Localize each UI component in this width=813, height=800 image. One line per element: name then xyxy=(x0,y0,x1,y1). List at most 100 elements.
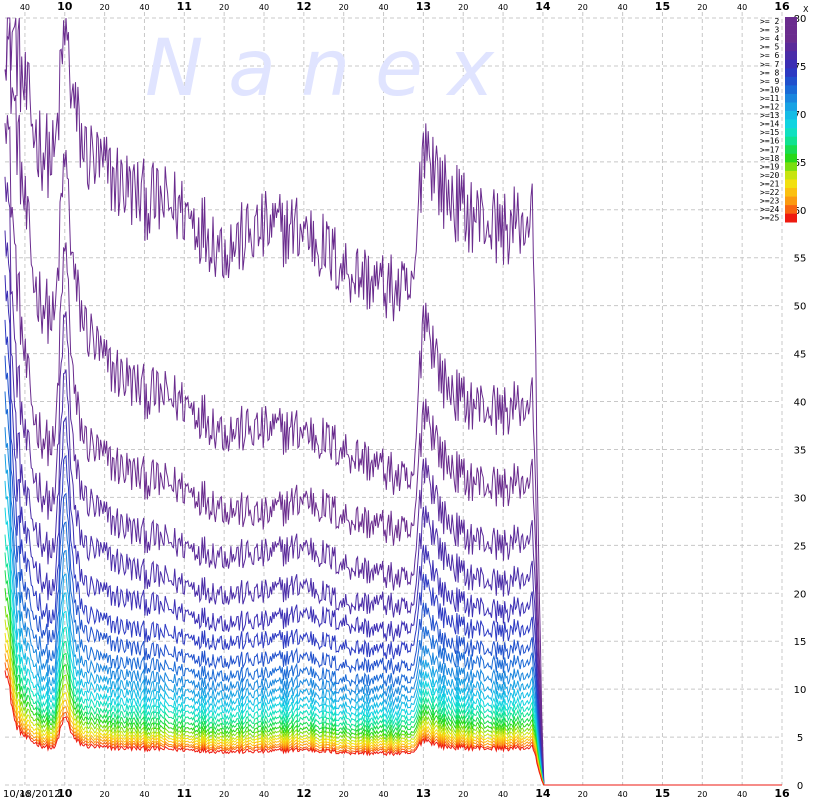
series-line-12 xyxy=(4,480,782,786)
y-tick-label: 20 xyxy=(794,589,807,600)
x-tick-label-bottom: 15 xyxy=(655,787,670,800)
x-tick-label-bottom: 20 xyxy=(578,790,588,799)
legend-label: >=16 xyxy=(760,137,779,146)
x-tick-label-top: 40 xyxy=(20,3,30,12)
series-line-7 xyxy=(4,319,782,786)
legend-label: >= 4 xyxy=(760,34,779,43)
y-tick-label: 10 xyxy=(794,685,807,696)
legend-swatch xyxy=(785,136,797,146)
series-layer xyxy=(4,17,782,786)
x-axis-bottom: 40 10 20 40 11 20 40 12 20 40 13 20 40 14 20 40 15 20 40 16 xyxy=(20,787,790,800)
legend-swatch xyxy=(785,34,797,43)
x-tick-label-top: 40 xyxy=(139,3,149,12)
legend-swatch xyxy=(785,85,797,95)
series-line-21 xyxy=(4,643,782,786)
legend-swatch xyxy=(785,128,797,137)
legend-swatch xyxy=(785,205,797,214)
series-line-11 xyxy=(4,454,782,786)
legend-swatch xyxy=(785,119,797,129)
series-line-3 xyxy=(4,115,782,786)
x-tick-label-bottom: 40 xyxy=(139,790,149,799)
y-tick-label: 5 xyxy=(797,733,803,744)
y-axis: 0 5 10 15 20 25 30 35 40 45 50 55 60 65 70 75 80 xyxy=(794,14,807,792)
legend-label: >=12 xyxy=(760,103,779,112)
x-tick-label-top: 20 xyxy=(100,3,110,12)
legend-swatch xyxy=(785,188,797,197)
x-tick-label-top: 20 xyxy=(578,3,588,12)
legend-swatch xyxy=(785,162,797,172)
legend-label: >=18 xyxy=(760,154,779,163)
series-line-5 xyxy=(4,230,782,786)
legend-label: >= 5 xyxy=(760,43,779,52)
series-line-24 xyxy=(4,670,782,786)
x-tick-label-bottom: 40 xyxy=(737,790,747,799)
legend-swatch xyxy=(785,51,797,61)
y-tick-label: 35 xyxy=(794,445,807,456)
legend-label: >= 8 xyxy=(760,68,779,77)
legend-swatch xyxy=(785,170,797,180)
y-unit-label: X xyxy=(803,5,809,14)
series-line-8 xyxy=(4,355,782,786)
series-line-13 xyxy=(4,507,782,786)
legend-swatch xyxy=(785,196,797,206)
legend-label: >=19 xyxy=(760,162,779,171)
x-tick-label-bottom: 40 xyxy=(20,790,30,799)
legend-swatch xyxy=(785,145,797,155)
x-tick-label-top: 20 xyxy=(219,3,229,12)
series-line-9 xyxy=(4,391,782,786)
legend-swatch xyxy=(785,153,797,163)
y-tick-label: 25 xyxy=(794,541,807,552)
y-tick-label: 40 xyxy=(794,398,807,409)
x-tick-label-bottom: 14 xyxy=(535,787,551,800)
x-tick-label-bottom: 40 xyxy=(259,790,269,799)
y-tick-label: 75 xyxy=(794,62,807,73)
y-tick-label: 15 xyxy=(794,637,807,648)
legend-swatch xyxy=(785,179,797,189)
legend-swatch xyxy=(785,25,797,35)
series-line-22 xyxy=(4,653,782,786)
y-tick-label: 55 xyxy=(794,254,807,265)
x-tick-label-top: 40 xyxy=(259,3,269,12)
legend-swatch xyxy=(785,111,797,120)
grid xyxy=(5,12,783,786)
x-tick-label-top: 16 xyxy=(774,0,790,13)
x-tick-label-bottom: 40 xyxy=(378,790,388,799)
legend-swatch xyxy=(785,68,797,78)
x-tick-label-bottom: 10 xyxy=(57,787,73,800)
series-line-23 xyxy=(4,662,782,786)
legend-swatch xyxy=(785,213,797,223)
legend-label: >= 9 xyxy=(760,77,779,86)
legend-label: >=10 xyxy=(760,85,779,94)
legend-label: >=24 xyxy=(760,205,779,214)
legend-label: >=14 xyxy=(760,120,779,129)
legend-label: >=25 xyxy=(760,214,779,223)
legend: >= 2>= 3>= 4>= 5>= 6>= 7>= 8>= 9>=10>=11… xyxy=(760,17,797,223)
y-tick-label: 70 xyxy=(794,110,807,121)
series-line-16 xyxy=(4,570,782,786)
x-tick-label-bottom: 20 xyxy=(100,790,110,799)
x-tick-label-bottom: 11 xyxy=(177,787,192,800)
legend-swatch xyxy=(785,59,797,69)
x-tick-label-top: 40 xyxy=(378,3,388,12)
legend-label: >=11 xyxy=(760,94,779,103)
legend-swatch xyxy=(785,102,797,112)
date-label: 10/18/2012 xyxy=(3,789,61,800)
legend-label: >=21 xyxy=(760,179,779,188)
x-tick-label-bottom: 16 xyxy=(774,787,790,800)
legend-swatch xyxy=(785,42,797,52)
legend-label: >=13 xyxy=(760,111,779,120)
x-tick-label-bottom: 20 xyxy=(339,790,349,799)
x-tick-label-bottom: 20 xyxy=(219,790,229,799)
legend-label: >= 6 xyxy=(760,51,779,60)
x-tick-label-top: 13 xyxy=(416,0,431,13)
series-line-17 xyxy=(4,588,782,786)
series-line-18 xyxy=(4,606,782,786)
series-line-1 xyxy=(4,17,782,786)
series-line-20 xyxy=(4,632,782,786)
legend-swatch xyxy=(785,76,797,86)
y-tick-label: 30 xyxy=(794,493,807,504)
x-tick-label-top: 15 xyxy=(655,0,670,13)
series-line-6 xyxy=(4,275,782,786)
legend-label: >=23 xyxy=(760,197,779,206)
